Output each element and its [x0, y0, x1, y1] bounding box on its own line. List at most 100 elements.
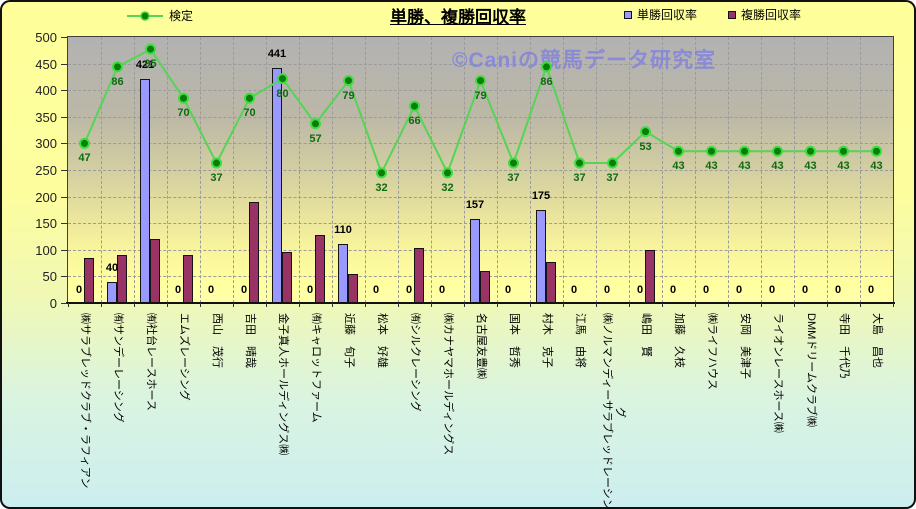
x-tick — [860, 303, 861, 307]
kentei-value-label: 37 — [507, 172, 520, 185]
tansho-value-label: 0 — [603, 284, 611, 296]
v-gridline — [332, 37, 333, 303]
category-label: ㈱ライフハウス — [706, 313, 718, 390]
v-gridline — [233, 37, 234, 303]
y-axis-label: 150 — [35, 216, 57, 232]
kentei-value-label: 43 — [738, 160, 751, 173]
h-gridline — [68, 223, 893, 225]
bar-tansho — [470, 219, 480, 303]
category-label: 村木 克子 — [541, 313, 553, 368]
x-tick — [794, 303, 795, 307]
tansho-value-label: 441 — [267, 48, 287, 61]
v-gridline — [497, 37, 498, 303]
tansho-value-label: 0 — [207, 284, 215, 296]
x-tick — [761, 303, 762, 307]
y-axis-label: 500 — [35, 30, 57, 45]
tansho-value-label: 157 — [465, 199, 485, 212]
kentei-value-label: 79 — [342, 89, 355, 102]
tansho-value-label: 0 — [669, 284, 677, 296]
x-tick — [728, 303, 729, 307]
kentei-value-label: 43 — [870, 160, 883, 173]
legend-tansho: 単勝回収率 — [624, 6, 697, 23]
category-label: ㈲サンデーレーシング — [112, 313, 124, 423]
x-tick — [398, 303, 399, 307]
category-label: ㈱ノルマンディーサラブレッドレーシン — [600, 313, 613, 509]
v-gridline — [464, 37, 465, 303]
kentei-value-label: 95 — [144, 58, 157, 71]
x-tick — [893, 303, 894, 307]
x-tick — [431, 303, 432, 307]
y-axis-label: 400 — [35, 83, 57, 99]
category-label: 寺田 千代乃 — [838, 313, 850, 379]
x-tick — [101, 303, 102, 307]
tansho-value-label: 0 — [372, 284, 380, 296]
category-label: 加藤 久枝 — [673, 313, 685, 368]
category-label: 吉田 晴哉 — [244, 313, 256, 368]
legend-fukusho: 複勝回収率 — [728, 6, 801, 23]
y-axis-label: 200 — [35, 189, 57, 205]
legend-kentei-label: 検定 — [169, 9, 194, 23]
tansho-value-label: 0 — [702, 284, 710, 296]
kentei-value-label: 43 — [837, 160, 850, 173]
category-label: 安岡 美津子 — [739, 313, 751, 379]
chart-title: 単勝、複勝回収率 — [390, 8, 526, 27]
y-tick — [61, 63, 67, 65]
y-tick — [61, 170, 67, 171]
v-gridline — [431, 37, 432, 303]
tansho-value-label: 0 — [636, 284, 644, 296]
y-axis-label: 250 — [35, 163, 57, 178]
y-axis-label: 300 — [35, 136, 57, 152]
kentei-value-label: 57 — [309, 132, 322, 145]
bar-tansho — [272, 68, 282, 303]
x-tick — [299, 303, 300, 307]
v-gridline — [200, 37, 201, 303]
tansho-value-label: 0 — [834, 284, 842, 296]
kentei-value-label: 32 — [375, 181, 388, 194]
kentei-value-label: 43 — [804, 160, 817, 173]
kentei-value-label: 53 — [639, 140, 652, 153]
x-axis-line — [66, 302, 895, 304]
fukusho-swatch-icon — [728, 10, 736, 19]
x-tick — [629, 303, 630, 307]
tansho-swatch-icon — [624, 10, 632, 19]
x-tick — [695, 303, 696, 307]
kentei-value-label: 80 — [276, 87, 289, 100]
kentei-value-label: 70 — [177, 107, 190, 120]
tansho-value-label: 0 — [735, 284, 743, 296]
x-tick — [365, 303, 366, 307]
x-tick — [563, 303, 564, 307]
tansho-value-label: 0 — [504, 284, 512, 296]
tansho-value-label: 110 — [334, 224, 352, 237]
y-axis-label: 100 — [35, 242, 57, 258]
kentei-value-label: 86 — [111, 75, 124, 88]
v-gridline — [167, 37, 168, 303]
y-tick — [61, 116, 67, 118]
x-tick — [596, 303, 597, 307]
category-label: ライオンレースホース㈱ — [772, 313, 784, 433]
kentei-value-label: 37 — [606, 172, 619, 185]
tansho-value-label: 421 — [135, 59, 155, 72]
tansho-value-label: 40 — [105, 261, 119, 274]
tansho-value-label: 0 — [405, 284, 413, 296]
category-label: グ — [613, 407, 626, 418]
tansho-value-label: 0 — [75, 284, 83, 296]
x-tick — [68, 303, 69, 307]
category-label: 江馬 由将 — [574, 313, 586, 368]
x-tick — [167, 303, 168, 307]
bar-fukusho — [546, 261, 556, 303]
x-tick — [464, 303, 465, 307]
tansho-value-label: 0 — [801, 284, 809, 296]
x-tick — [827, 303, 828, 307]
kentei-line-marker-icon — [127, 10, 163, 21]
x-tick — [530, 303, 531, 307]
kentei-value-label: 43 — [672, 160, 685, 173]
category-label: ㈱カナヤマホールディングス — [442, 313, 454, 456]
tansho-value-label: 0 — [867, 284, 875, 296]
category-label: 松本 好雄 — [376, 313, 388, 368]
tansho-value-label: 0 — [438, 284, 446, 296]
category-label: ㈱サラブレッドクラブ・ラフィアン — [79, 313, 91, 489]
category-label: 嶋田 賢 — [640, 313, 652, 357]
x-tick — [233, 303, 234, 307]
category-label: エムズレーシング — [178, 313, 190, 401]
y-tick — [61, 37, 67, 38]
